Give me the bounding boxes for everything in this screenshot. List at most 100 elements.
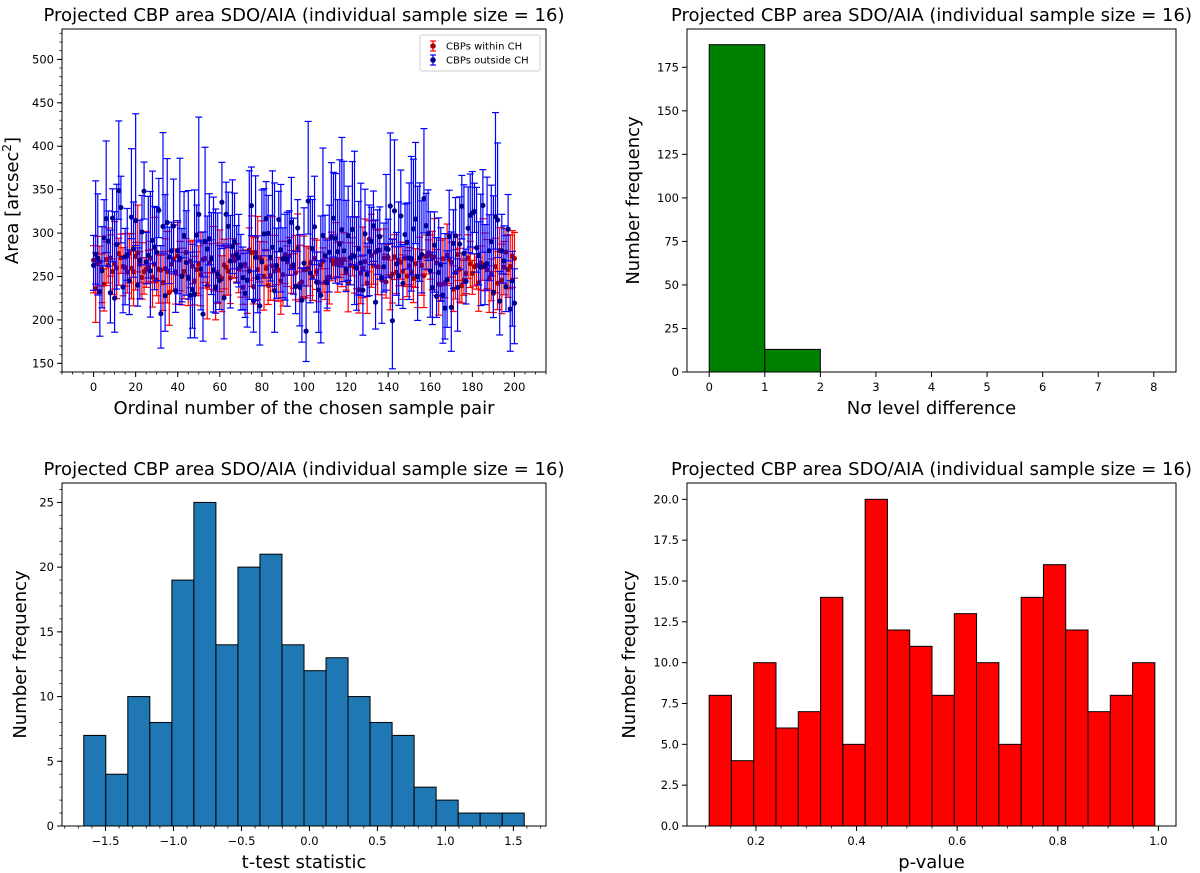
data-point	[484, 261, 490, 267]
y-tick-label: 20.0	[653, 492, 679, 506]
data-point	[240, 275, 246, 281]
chart-title: Projected CBP area SDO/AIA (individual s…	[44, 459, 565, 480]
data-point	[179, 273, 185, 279]
x-tick-label: 120	[335, 380, 357, 394]
data-point	[187, 292, 193, 298]
x-tick-label: 5	[983, 380, 990, 394]
data-point	[139, 274, 145, 281]
data-point	[507, 306, 513, 312]
data-point	[303, 328, 309, 334]
data-point	[391, 208, 398, 214]
data-point	[227, 258, 233, 264]
x-tick-label: 0.8	[1049, 834, 1067, 848]
data-point	[400, 280, 406, 286]
bar	[215, 644, 239, 827]
data-point	[452, 233, 459, 239]
data-point	[480, 202, 486, 208]
data-point	[360, 287, 366, 293]
data-point	[495, 217, 501, 223]
data-point	[162, 293, 168, 299]
data-point	[497, 298, 503, 304]
axes-frame	[61, 482, 547, 827]
data-point	[116, 187, 122, 194]
data-point	[255, 275, 261, 281]
data-point	[204, 246, 210, 252]
legend-marker	[430, 57, 436, 63]
data-point	[463, 278, 469, 284]
y-tick-label: 0	[672, 365, 679, 379]
data-point	[141, 188, 147, 194]
data-point	[332, 235, 339, 241]
data-point	[337, 241, 343, 247]
data-point	[175, 248, 181, 254]
y-label-sup: 2	[0, 144, 14, 152]
data-point	[370, 223, 377, 229]
bar	[1020, 596, 1044, 827]
data-point	[444, 277, 450, 283]
data-point	[503, 284, 509, 290]
data-point	[385, 246, 391, 252]
x-tick-label: 8	[1150, 380, 1157, 394]
data-point	[389, 318, 395, 324]
y-tick-label: 75	[664, 234, 679, 248]
data-point	[366, 248, 372, 254]
data-point	[109, 215, 116, 221]
x-tick-label: 3	[872, 380, 879, 394]
data-point	[356, 246, 362, 252]
data-point	[185, 275, 191, 281]
y-tick-label: 300	[32, 226, 54, 240]
bar	[820, 596, 844, 827]
data-point	[349, 226, 355, 232]
data-point	[181, 268, 187, 274]
data-point	[492, 264, 499, 270]
data-point	[276, 216, 282, 223]
x-tick-label: 4	[928, 380, 935, 394]
y-label-main: Area [arcsec	[2, 152, 23, 264]
y-tick-label: 2.5	[661, 778, 679, 792]
data-point	[467, 261, 473, 267]
bar	[886, 629, 911, 827]
data-point	[402, 231, 408, 238]
data-point	[263, 265, 269, 271]
data-point	[168, 248, 175, 254]
bar	[953, 613, 978, 827]
y-tick-label: 20	[39, 560, 54, 574]
data-point	[259, 259, 265, 265]
data-point	[105, 238, 111, 244]
data-point	[404, 273, 410, 279]
data-point	[436, 269, 442, 276]
data-point	[160, 223, 166, 229]
data-point	[307, 270, 313, 276]
axes-frame	[61, 28, 547, 373]
bar	[909, 645, 933, 827]
data-point	[324, 280, 330, 286]
data-point	[143, 259, 149, 265]
data-point	[164, 219, 170, 226]
bar	[730, 760, 755, 827]
y-axis-label: Number frequency	[10, 570, 31, 739]
data-point	[156, 207, 162, 213]
x-tick-label: 20	[128, 380, 143, 394]
data-point	[450, 240, 457, 246]
chart-title: Projected CBP area SDO/AIA (individual s…	[671, 5, 1192, 26]
data-point	[149, 237, 156, 243]
bar	[998, 743, 1022, 827]
data-point	[391, 254, 398, 260]
x-tick-label: −0.5	[227, 834, 255, 848]
y-tick-label: 25	[664, 321, 679, 335]
data-point	[137, 257, 143, 263]
bar	[1087, 711, 1111, 827]
y-tick-label: 15.0	[653, 574, 679, 588]
y-tick-label: 0	[47, 819, 54, 833]
x-tick-label: 1.0	[1149, 834, 1167, 848]
bar	[369, 721, 393, 827]
data-point	[225, 268, 231, 274]
x-tick-label: 40	[170, 380, 185, 394]
bar	[479, 812, 503, 827]
bar	[976, 662, 1000, 827]
x-tick-label: 1.5	[504, 834, 522, 848]
y-tick-label: 125	[657, 147, 679, 161]
y-tick-label: 450	[32, 96, 54, 110]
data-point	[335, 249, 341, 255]
y-tick-label: 5	[47, 754, 54, 768]
